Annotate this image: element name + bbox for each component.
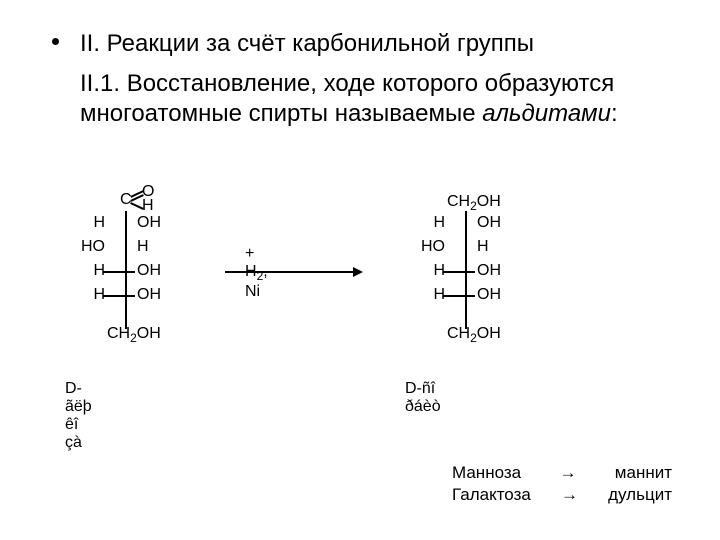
substituent-left: H	[415, 262, 445, 280]
bond-line	[443, 295, 475, 297]
footer-l2b: →	[561, 484, 578, 506]
substituent-right: OH	[477, 286, 527, 304]
heading-line1: II. Реакции за счёт карбонильной группы	[80, 28, 672, 59]
substituent-left: H	[415, 214, 445, 232]
bullet-dot	[52, 38, 59, 45]
substituent-left: H	[75, 214, 105, 232]
bond-line	[443, 271, 475, 273]
substituent-right: OH	[137, 286, 187, 304]
substituent-left: H	[75, 262, 105, 280]
substituent-left: H	[415, 286, 445, 304]
caption-right: D-ñî ðáèò	[405, 380, 441, 416]
substituent-right: OH	[137, 262, 187, 280]
bond-line	[103, 271, 135, 273]
ch2oh-bottom-left: CH2OH	[107, 325, 161, 345]
substituent-left: H	[75, 286, 105, 304]
footer-l1a: Манноза	[452, 462, 521, 484]
bond-line	[103, 295, 135, 297]
heading-text-2c: :	[611, 100, 618, 127]
substituent-left: HO	[75, 238, 105, 256]
ch2oh-bottom-right: CH2OH	[447, 325, 501, 345]
substituent-right: H	[477, 238, 527, 256]
footer-conversions: Манноза → маннит Галактоза → дульцит	[452, 462, 672, 506]
reagent-text: + H2, Ni	[245, 245, 268, 301]
substituent-right: H	[137, 238, 187, 256]
ch2oh-top-right: CH2OH	[447, 193, 501, 213]
footer-l2a: Галактоза	[452, 484, 531, 506]
backbone-right	[465, 211, 467, 329]
footer-l1c: маннит	[615, 462, 672, 484]
heading-text-1: II. Реакции за счёт карбонильной группы	[80, 30, 534, 57]
footer-l2c: дульцит	[608, 484, 672, 506]
substituent-left: HO	[415, 238, 445, 256]
heading-line2: II.1. Восстановление, ходе которого обра…	[80, 69, 672, 129]
footer-l1b: →	[559, 462, 576, 484]
substituent-right: OH	[477, 262, 527, 280]
substituent-right: OH	[137, 214, 187, 232]
caption-left: D-ãëþ êî çà	[65, 380, 92, 452]
heading-text-2b: альдитами	[482, 100, 611, 127]
backbone-left	[125, 211, 127, 329]
substituent-right: OH	[477, 214, 527, 232]
carbonyl-h: H	[142, 199, 154, 213]
